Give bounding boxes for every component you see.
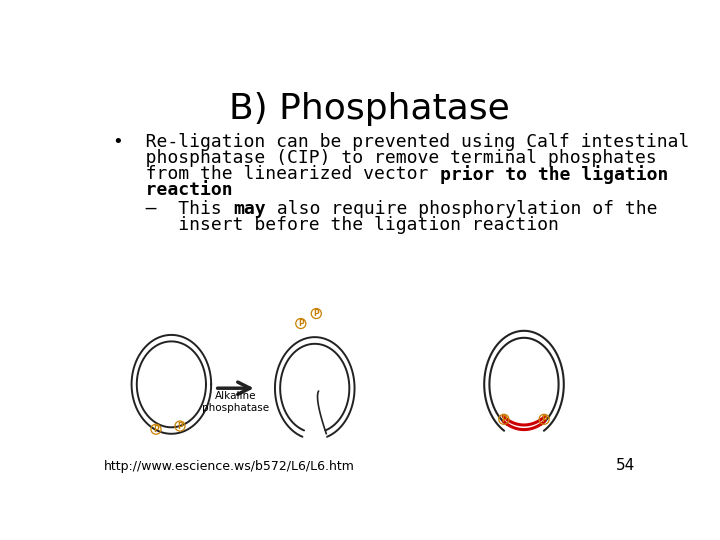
Text: phosphatase (CIP) to remove terminal phosphates: phosphatase (CIP) to remove terminal pho…: [113, 148, 657, 167]
Text: B) Phosphatase: B) Phosphatase: [229, 92, 509, 126]
Text: P: P: [313, 309, 319, 318]
Text: •  Re-ligation can be prevented using Calf intestinal: • Re-ligation can be prevented using Cal…: [113, 132, 690, 151]
Text: 54: 54: [616, 458, 635, 473]
Text: P: P: [177, 422, 183, 430]
Text: P: P: [153, 425, 159, 434]
Text: also require phosphorylation of the: also require phosphorylation of the: [266, 200, 657, 218]
Text: reaction: reaction: [113, 181, 233, 199]
Text: Alkaline
phosphatase: Alkaline phosphatase: [202, 392, 269, 413]
Text: http://www.escience.ws/b572/L6/L6.htm: http://www.escience.ws/b572/L6/L6.htm: [104, 460, 355, 473]
Text: from the linearized vector: from the linearized vector: [113, 165, 439, 183]
Text: P: P: [298, 319, 304, 328]
Text: P: P: [501, 415, 507, 424]
Text: may: may: [233, 200, 266, 218]
Text: –  This: – This: [113, 200, 233, 218]
Text: insert before the ligation reaction: insert before the ligation reaction: [113, 215, 559, 234]
Text: prior to the ligation: prior to the ligation: [439, 165, 668, 184]
Text: P: P: [541, 415, 547, 424]
